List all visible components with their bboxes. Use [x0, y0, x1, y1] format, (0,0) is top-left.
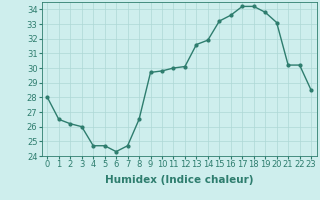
X-axis label: Humidex (Indice chaleur): Humidex (Indice chaleur) — [105, 175, 253, 185]
